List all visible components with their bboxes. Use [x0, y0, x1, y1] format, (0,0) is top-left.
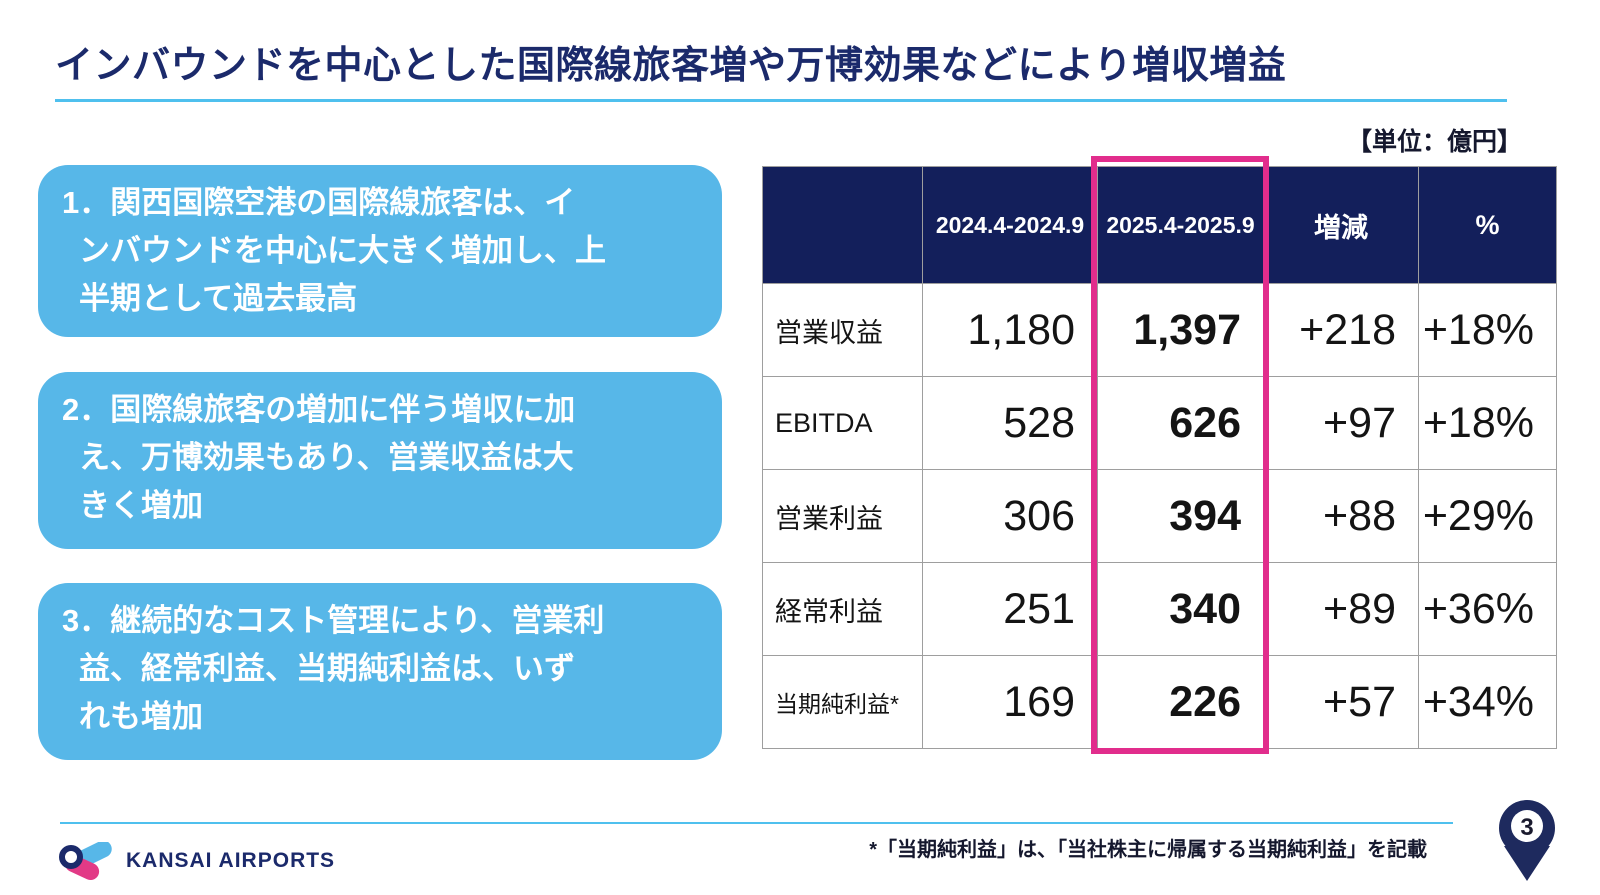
kansai-airports-logo-icon [59, 842, 112, 880]
callout-box-2: 2．国際線旅客の増加に伴う増収に加 え、万博効果もあり、営業収益は大 きく増加 [38, 372, 722, 549]
value-pct: +18% [1418, 376, 1557, 470]
value-pct: +36% [1418, 562, 1557, 656]
callout-box-3: 3．継続的なコスト管理により、営業利 益、経常利益、当期純利益は、いず れも増加 [38, 583, 722, 760]
title-divider [55, 99, 1507, 102]
value-diff: +218 [1263, 283, 1419, 377]
row-label: 当期純利益* [762, 655, 923, 749]
value-2025: 340 [1097, 562, 1264, 656]
table-header-row: 2024.4-2024.9 2025.4-2025.9 増減 % [762, 166, 1557, 284]
row-label: EBITDA [762, 376, 923, 470]
table-row-operating-revenue: 営業収益 1,180 1,397 +218 +18% [762, 283, 1557, 377]
callout-3-line-3: れも増加 [79, 699, 203, 734]
header-empty [762, 166, 923, 284]
footnote: *「当期純利益」は、「当社株主に帰属する当期純利益」を記載 [869, 839, 1427, 861]
callout-2-line-1: 2．国際線旅客の増加に伴う増収に加 [62, 392, 576, 427]
value-pct: +18% [1418, 283, 1557, 377]
value-2024: 251 [922, 562, 1098, 656]
value-2025: 1,397 [1097, 283, 1264, 377]
value-diff: +89 [1263, 562, 1419, 656]
value-diff: +88 [1263, 469, 1419, 563]
footer-divider [60, 822, 1453, 824]
table-row-ebitda: EBITDA 528 626 +97 +18% [762, 376, 1557, 470]
header-diff: 増減 [1263, 166, 1419, 284]
value-diff: +57 [1263, 655, 1419, 749]
value-2024: 528 [922, 376, 1098, 470]
value-2024: 306 [922, 469, 1098, 563]
page-title: インバウンドを中心とした国際線旅客増や万博効果などにより増収増益 [55, 45, 1287, 87]
callout-box-1: 1．関西国際空港の国際線旅客は、イ ンバウンドを中心に大きく増加し、上 半期とし… [38, 165, 722, 337]
table-row-operating-profit: 営業利益 306 394 +88 +29% [762, 469, 1557, 563]
value-2025: 626 [1097, 376, 1264, 470]
page-pin-icon: 3 [1499, 800, 1555, 881]
unit-label: 【単位：億円】 [1346, 128, 1522, 156]
callout-3-line-2: 益、経常利益、当期純利益は、いず [79, 651, 575, 686]
value-2025: 394 [1097, 469, 1264, 563]
value-pct: +29% [1418, 469, 1557, 563]
page-number: 3 [1520, 814, 1533, 841]
row-label: 営業利益 [762, 469, 923, 563]
value-2024: 169 [922, 655, 1098, 749]
callout-2-line-3: きく増加 [79, 488, 203, 523]
callout-1-line-2: ンバウンドを中心に大きく増加し、上 [79, 233, 606, 268]
table-row-net-profit: 当期純利益* 169 226 +57 +34% [762, 655, 1557, 749]
row-label: 営業収益 [762, 283, 923, 377]
callout-2-line-2: え、万博効果もあり、営業収益は大 [79, 440, 574, 475]
value-diff: +97 [1263, 376, 1419, 470]
header-percent: % [1418, 166, 1557, 284]
table-row-ordinary-profit: 経常利益 251 340 +89 +36% [762, 562, 1557, 656]
callout-3-line-1: 3．継続的なコスト管理により、営業利 [62, 603, 605, 638]
value-2025: 226 [1097, 655, 1264, 749]
row-label: 経常利益 [762, 562, 923, 656]
value-pct: +34% [1418, 655, 1557, 749]
financial-results-table: 2024.4-2024.9 2025.4-2025.9 増減 % 営業収益 1,… [762, 166, 1557, 749]
logo-text: KANSAI AIRPORTS [126, 849, 336, 872]
kansai-airports-logo: KANSAI AIRPORTS [58, 840, 335, 882]
header-period-2025: 2025.4-2025.9 [1097, 166, 1264, 284]
header-period-2024: 2024.4-2024.9 [922, 166, 1098, 284]
callout-1-line-3: 半期として過去最高 [79, 281, 358, 316]
value-2024: 1,180 [922, 283, 1098, 377]
callout-1-line-1: 1．関西国際空港の国際線旅客は、イ [62, 185, 576, 220]
